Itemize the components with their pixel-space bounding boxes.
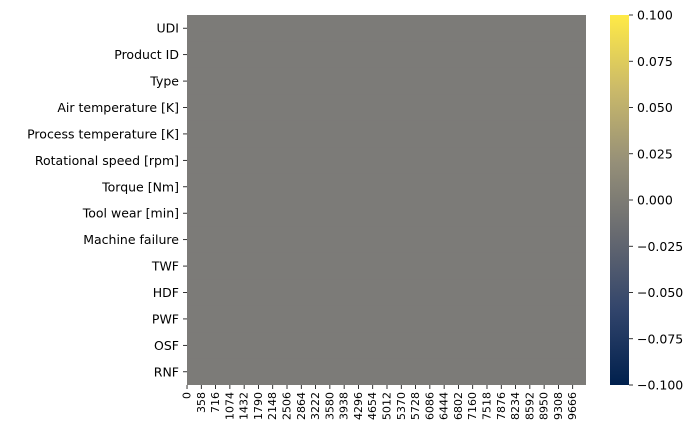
- heatmap-row-cell: [187, 252, 586, 280]
- column-label: 5370: [395, 392, 408, 420]
- column-label: 6086: [423, 392, 436, 420]
- row-label: Process temperature [K]: [27, 126, 179, 141]
- heatmap-row-cell: [187, 279, 586, 306]
- row-label: Rotational speed [rpm]: [35, 153, 179, 168]
- colorbar-label: −0.025: [637, 239, 683, 254]
- column-label: 7876: [495, 392, 508, 420]
- column-label: 9308: [552, 392, 565, 420]
- column-labels: 0 358 716 1074 1432 1790 2148 2506 2864 3222 3580 3…: [181, 385, 579, 420]
- colorbar-label: 0.025: [637, 146, 673, 161]
- column-label: 3580: [323, 392, 336, 420]
- colorbar-label: −0.050: [637, 285, 683, 300]
- colorbar-label: 0.000: [637, 193, 673, 208]
- column-label: 5728: [409, 392, 422, 420]
- column-label: 8234: [509, 392, 522, 420]
- colorbar-label: −0.075: [637, 331, 683, 346]
- column-label: 716: [209, 392, 222, 413]
- heatmap-row-cell: [187, 226, 586, 253]
- heatmap-row-cell: [187, 120, 586, 148]
- heatmap-row-cell: [187, 332, 586, 359]
- row-label: Machine failure: [83, 232, 179, 247]
- column-label: 8592: [523, 392, 536, 420]
- row-label: Torque [Nm]: [101, 179, 179, 194]
- column-label: 2864: [295, 392, 308, 420]
- colorbar-ticks: 0.100 0.075 0.050 0.025 0.000 −0.025 −0.050 −0.…: [629, 8, 683, 393]
- column-label: 0: [181, 392, 194, 399]
- column-label: 4296: [352, 392, 365, 420]
- row-label: TWF: [151, 259, 179, 274]
- heatmap-row-cell: [187, 200, 586, 227]
- heatmap-row-cell: [187, 15, 586, 42]
- column-label: 1074: [223, 392, 236, 420]
- column-label: 6444: [438, 392, 451, 420]
- column-label: 2148: [266, 392, 279, 420]
- row-label: Type: [149, 74, 179, 89]
- row-label: UDI: [157, 21, 179, 36]
- row-label: OSF: [154, 338, 179, 353]
- column-label: 358: [195, 392, 208, 413]
- heatmap-row-cell: [187, 358, 586, 385]
- row-label: Product ID: [114, 47, 179, 62]
- row-label: PWF: [152, 311, 179, 326]
- colorbar-label: 0.050: [637, 100, 673, 115]
- heatmap-row-cell: [187, 41, 586, 68]
- column-label: 8950: [538, 392, 551, 420]
- column-label: 5012: [380, 392, 393, 420]
- column-label: 6802: [452, 392, 465, 420]
- colorbar-label: 0.100: [637, 8, 673, 23]
- row-label: HDF: [153, 285, 179, 300]
- column-label: 7518: [480, 392, 493, 420]
- column-label: 1432: [238, 392, 251, 420]
- column-label: 3222: [309, 392, 322, 420]
- column-label: 7160: [466, 392, 479, 420]
- column-label: 9666: [566, 392, 579, 420]
- column-label: 2506: [281, 392, 294, 420]
- heatmap-row-cell: [187, 94, 586, 121]
- colorbar: [610, 15, 629, 385]
- heatmap-row-cell: [187, 173, 586, 200]
- row-label: Tool wear [min]: [82, 206, 179, 221]
- heatmap-cells: [187, 15, 586, 385]
- column-label: 3938: [338, 392, 351, 420]
- row-labels: UDI Product ID Type Air temperature [K] Proc…: [27, 21, 187, 379]
- heatmap-row-cell: [187, 305, 586, 333]
- row-label: RNF: [154, 364, 179, 379]
- heatmap-row-cell: [187, 67, 586, 95]
- colorbar-label: 0.075: [637, 54, 673, 69]
- colorbar-label: −0.100: [637, 378, 683, 393]
- row-label: Air temperature [K]: [57, 100, 179, 115]
- column-label: 4654: [366, 392, 379, 420]
- heatmap-row-cell: [187, 147, 586, 174]
- column-label: 1790: [252, 392, 265, 420]
